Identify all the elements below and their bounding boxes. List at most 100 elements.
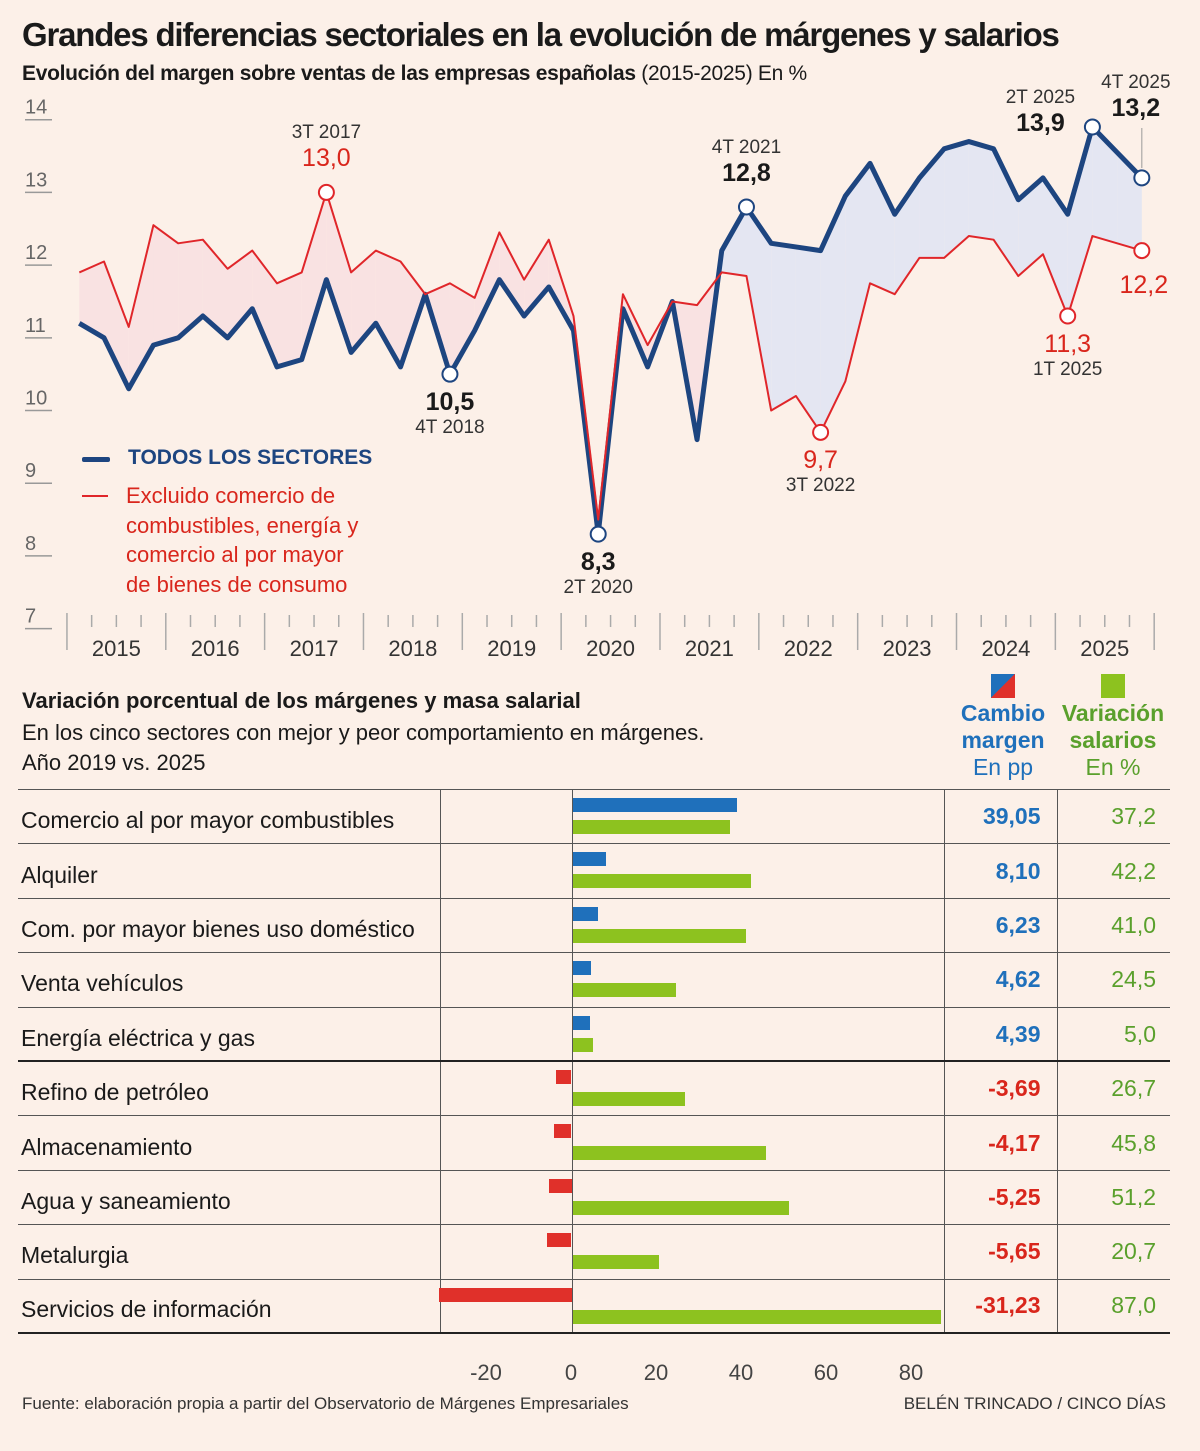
area-fill <box>301 192 327 360</box>
margin-bar <box>547 1233 572 1248</box>
subtitle-line: Año 2019 vs. 2025 <box>22 750 206 775</box>
area-fill <box>326 192 352 353</box>
x-tick-label: 40 <box>728 1360 754 1385</box>
sector-table: Comercio al por mayor combustibles 39,05… <box>18 788 1170 1335</box>
x-tick-label: 2018 <box>388 636 437 661</box>
annotation-label: 11,3 1T 2025 <box>1033 330 1102 381</box>
salary-value: 5,0 <box>1056 1006 1170 1062</box>
bar-cell <box>439 897 944 953</box>
margin-bar <box>555 1070 572 1085</box>
annotation-marker <box>1059 307 1077 325</box>
col-unit: En % <box>1085 754 1141 780</box>
y-tick-label: 12 <box>25 242 47 264</box>
area-fill <box>375 250 401 367</box>
legend-label-all: TODOS LOS SECTORES <box>128 446 373 469</box>
table-row: Com. por mayor bienes uso doméstico 6,23… <box>18 897 1170 953</box>
zero-line <box>571 1007 573 1061</box>
margin-value: -5,65 <box>943 1224 1057 1280</box>
bar-cell <box>439 1224 944 1280</box>
margin-value: -4,17 <box>943 1115 1057 1171</box>
table-row: Alquiler 8,10 42,2 <box>18 843 1170 899</box>
annotation-period: 4T 2021 <box>711 136 782 158</box>
salary-value: 24,5 <box>1056 952 1170 1008</box>
legend-line: comercio al por mayor <box>126 542 344 567</box>
x-tick-label: 2021 <box>685 636 734 661</box>
y-tick-label: 10 <box>25 388 47 410</box>
x-tick-label: 2016 <box>191 636 240 661</box>
salary-value: 87,0 <box>1056 1278 1170 1335</box>
bar-cell <box>439 952 944 1008</box>
series-line-all <box>78 124 1144 537</box>
annotation-marker <box>441 365 459 383</box>
annotation-marker <box>589 525 607 543</box>
table-row: Comercio al por mayor combustibles 39,05… <box>18 788 1170 844</box>
area-fill <box>79 261 105 338</box>
area-fill <box>968 141 994 240</box>
margin-value: 8,10 <box>943 843 1057 899</box>
x-tick-label: 2020 <box>586 636 635 661</box>
salary-value: 37,2 <box>1056 788 1170 844</box>
salary-bar <box>571 1255 660 1270</box>
zero-line <box>571 1225 573 1279</box>
annotation-marker <box>737 198 755 216</box>
margin-bar <box>571 961 592 976</box>
annotation-value: 13,2 <box>1111 93 1161 122</box>
x-tick-label: 2019 <box>487 636 536 661</box>
area-fill <box>104 261 129 389</box>
annotation-period: 4T 2025 <box>1101 71 1171 93</box>
blue-red-swatch-icon <box>991 674 1015 698</box>
area-fill <box>499 232 525 317</box>
area-fill <box>400 261 426 367</box>
x-tick-label: 2022 <box>784 636 833 661</box>
x-tick-label: 2017 <box>290 636 339 661</box>
y-tick-label: 14 <box>25 97 47 119</box>
table-row: Venta vehículos 4,62 24,5 <box>18 952 1170 1008</box>
col-label: Cambio <box>960 700 1046 726</box>
margin-bar <box>571 1015 591 1030</box>
table-row: Almacenamiento -4,17 45,8 <box>18 1115 1170 1171</box>
area-fill <box>795 246 821 433</box>
x-tick-label: 2024 <box>981 636 1030 661</box>
area-fill <box>746 206 772 411</box>
annotation-label: 10,5 4T 2018 <box>415 388 484 439</box>
y-tick-label: 8 <box>25 533 36 555</box>
annotation-value: 11,3 <box>1044 330 1092 359</box>
margin-value: 4,39 <box>943 1006 1057 1062</box>
annotation-label: 4T 2021 12,8 <box>712 137 781 188</box>
legend-red-swatch <box>82 495 108 497</box>
series-line-excl <box>78 191 1143 521</box>
margin-bar <box>549 1178 572 1193</box>
margin-value: -3,69 <box>943 1060 1057 1116</box>
salary-bar <box>571 1092 685 1107</box>
area-fill <box>919 148 945 258</box>
sector-name: Venta vehículos <box>18 952 440 1008</box>
subtitle-bold: Evolución del margen sobre ventas de las… <box>22 62 636 85</box>
zero-line <box>571 898 573 953</box>
area-fill <box>449 283 475 375</box>
area-fill <box>993 148 1019 277</box>
area-fill <box>153 225 179 346</box>
margin-value: 6,23 <box>943 897 1057 953</box>
source-note: Fuente: elaboración propia a partir del … <box>22 1394 629 1413</box>
y-tick-label: 11 <box>25 315 46 337</box>
table-row: Servicios de información -31,23 87,0 <box>18 1278 1170 1335</box>
y-tick-label: 9 <box>25 460 36 482</box>
annotation-period: 3T 2017 <box>291 122 362 144</box>
annotation-marker <box>812 423 830 441</box>
col-label: Variación <box>1061 700 1165 726</box>
margin-bar <box>571 852 606 867</box>
zero-line <box>571 844 573 898</box>
annotation-label: 8,3 2T 2020 <box>564 548 633 599</box>
annotation-value: 10,5 <box>425 388 475 417</box>
margin-value: -5,25 <box>943 1169 1057 1225</box>
table-row: Energía eléctrica y gas 4,39 5,0 <box>18 1006 1170 1062</box>
annotation-label: 12,2 <box>1119 271 1168 300</box>
x-tick-label: 60 <box>813 1360 839 1385</box>
line-chart: 14 13 12 11 10 9 8 7 2015 2016 2017 2018 2019 2020 202… <box>25 97 1155 661</box>
zero-line <box>571 790 573 844</box>
legend-line: de bienes de consumo <box>126 571 348 597</box>
annotation-value: 12,2 <box>1119 270 1169 299</box>
salary-bar <box>571 1037 593 1052</box>
area-fill <box>1018 177 1043 277</box>
bar-cell <box>439 1115 944 1171</box>
